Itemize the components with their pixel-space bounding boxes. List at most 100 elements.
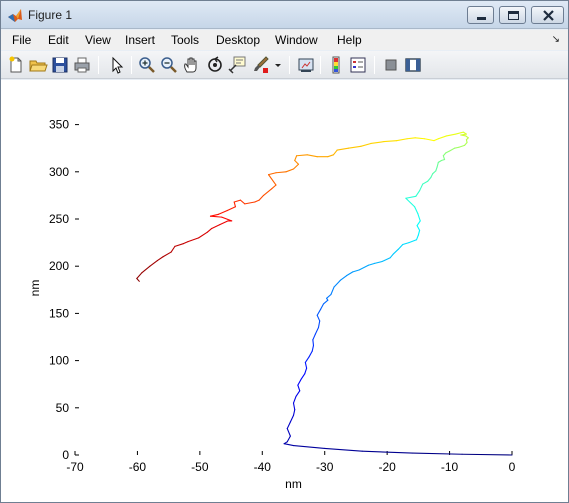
trajectory-segment bbox=[170, 245, 176, 253]
trajectory-segment bbox=[312, 339, 315, 347]
brush-icon[interactable] bbox=[251, 55, 271, 75]
trajectory-segment bbox=[370, 141, 385, 145]
trajectory-segment bbox=[297, 384, 301, 392]
trajectory-segment bbox=[437, 135, 448, 140]
trajectory-segment bbox=[330, 286, 335, 296]
trajectory-segment bbox=[435, 166, 438, 172]
y-tick-label: 150 bbox=[49, 306, 69, 320]
menu-view[interactable]: View bbox=[85, 33, 111, 47]
trajectory-segment bbox=[292, 163, 300, 170]
menu-tools[interactable]: Tools bbox=[171, 33, 200, 47]
trajectory-segment bbox=[304, 361, 308, 369]
trajectory-segment bbox=[296, 154, 308, 157]
trajectory-segment bbox=[219, 220, 229, 226]
trajectory-segment bbox=[414, 206, 419, 214]
x-tick-label: -40 bbox=[254, 460, 272, 474]
menu-overflow-icon[interactable]: ↘ bbox=[551, 34, 560, 45]
close-button[interactable] bbox=[531, 6, 564, 24]
trajectory-segment bbox=[198, 231, 208, 239]
trajectory-segment bbox=[445, 150, 451, 154]
trajectory-segment bbox=[360, 142, 372, 147]
trajectory-segment bbox=[149, 259, 158, 267]
menu-help[interactable]: Help bbox=[337, 33, 362, 47]
menu-bar: File Edit View Insert Tools Desktop Wind… bbox=[1, 30, 568, 50]
legend-icon[interactable] bbox=[348, 55, 368, 75]
figure-canvas[interactable]: -70 -60 -50 -40 -30 -20 -10 0 0 50 100 150 200 250 300… bbox=[1, 80, 568, 502]
trajectory-segment bbox=[314, 327, 320, 335]
trajectory-segment bbox=[218, 209, 228, 215]
trajectory-segment bbox=[433, 138, 439, 142]
trajectory-segment bbox=[308, 350, 313, 358]
window-title: Figure 1 bbox=[28, 8, 73, 22]
new-file-icon[interactable] bbox=[6, 55, 26, 75]
trajectory-segment bbox=[306, 154, 318, 158]
trajectory-segment bbox=[352, 269, 360, 273]
menu-file[interactable]: File bbox=[12, 33, 32, 47]
menu-window[interactable]: Window bbox=[275, 33, 318, 47]
y-tick-label: 0 bbox=[62, 448, 69, 462]
trajectory-segment bbox=[286, 428, 291, 437]
trajectory-segment bbox=[156, 256, 164, 262]
trajectory-segment bbox=[292, 402, 296, 411]
trajectory-segment bbox=[327, 154, 335, 158]
hide-plot-tools-icon[interactable] bbox=[381, 55, 401, 75]
trajectory-segment bbox=[347, 145, 362, 149]
toolbar-separator bbox=[289, 56, 290, 74]
y-tick-label: 100 bbox=[49, 354, 69, 368]
plot-axes[interactable]: -70 -60 -50 -40 -30 -20 -10 0 0 50 100 150 200 250 300… bbox=[1, 80, 568, 502]
trajectory-segment bbox=[292, 445, 326, 449]
trajectory-segment bbox=[267, 172, 277, 176]
trajectory-segment bbox=[292, 409, 296, 416]
zoom-in-icon[interactable] bbox=[137, 55, 157, 75]
trajectory-segment bbox=[445, 133, 457, 137]
minimize-button[interactable] bbox=[467, 6, 494, 24]
save-icon[interactable] bbox=[50, 55, 70, 75]
y-tick-label: 350 bbox=[49, 118, 69, 132]
trajectory-segment bbox=[442, 155, 446, 161]
open-folder-icon[interactable] bbox=[28, 55, 48, 75]
x-tick-label: -30 bbox=[316, 460, 334, 474]
y-tick-label: 200 bbox=[49, 259, 69, 273]
menu-insert[interactable]: Insert bbox=[125, 33, 156, 47]
trajectory-segment bbox=[324, 447, 363, 452]
rotate-3d-icon[interactable] bbox=[205, 55, 225, 75]
trajectory-segment bbox=[414, 137, 426, 140]
trajectory-segment bbox=[239, 199, 246, 205]
trajectory-segment bbox=[320, 303, 325, 310]
menu-edit[interactable]: Edit bbox=[48, 33, 69, 47]
pointer-icon[interactable] bbox=[107, 55, 127, 75]
trajectory-segment bbox=[454, 146, 460, 149]
trajectory-segment bbox=[406, 137, 416, 140]
trajectory-segment bbox=[300, 373, 306, 381]
y-axis-label: nm bbox=[28, 280, 42, 297]
trajectory-segment bbox=[442, 152, 447, 157]
trajectory-segment bbox=[458, 144, 466, 148]
maximize-button[interactable] bbox=[499, 6, 526, 24]
menu-desktop[interactable]: Desktop bbox=[216, 33, 261, 47]
title-bar[interactable]: Figure 1 bbox=[1, 1, 568, 29]
trajectory-segment bbox=[392, 248, 399, 255]
trajectory-segment bbox=[405, 197, 416, 208]
trajectory-segment bbox=[415, 190, 421, 197]
trajectory-segment bbox=[254, 199, 260, 203]
trajectory-segment bbox=[436, 161, 439, 168]
trajectory-segment bbox=[136, 272, 143, 280]
show-plot-tools-icon[interactable] bbox=[403, 55, 423, 75]
pan-hand-icon[interactable] bbox=[181, 55, 201, 75]
link-plot-icon[interactable] bbox=[296, 55, 316, 75]
trajectory-segment bbox=[295, 390, 301, 398]
brush-dropdown-icon[interactable] bbox=[273, 55, 283, 75]
trajectory-segment bbox=[136, 277, 140, 282]
trajectory-segment bbox=[367, 262, 376, 266]
trajectory-segment bbox=[339, 275, 348, 281]
trajectory-segment bbox=[297, 378, 302, 386]
toolbar-separator bbox=[98, 56, 99, 74]
trajectory-segment bbox=[333, 279, 341, 288]
print-icon[interactable] bbox=[72, 55, 92, 75]
trajectory-segment bbox=[336, 147, 349, 151]
zoom-out-icon[interactable] bbox=[159, 55, 179, 75]
trajectory-segment bbox=[183, 241, 189, 245]
trajectory-segment bbox=[424, 138, 435, 142]
colorbar-icon[interactable] bbox=[326, 55, 346, 75]
data-cursor-icon[interactable] bbox=[227, 55, 247, 75]
